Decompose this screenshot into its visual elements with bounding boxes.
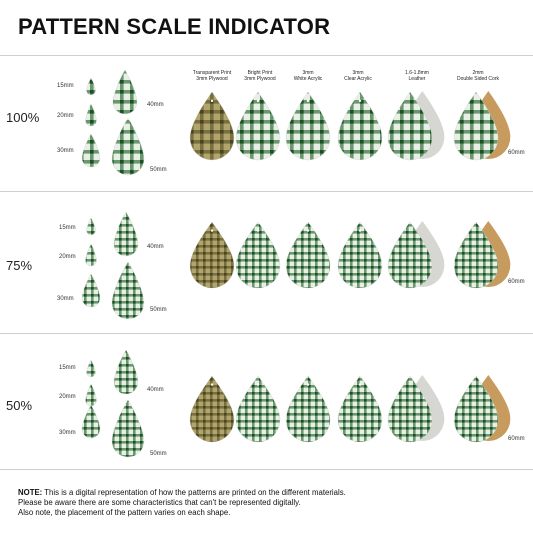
drop-white-acrylic-hole (306, 229, 310, 232)
size-sample-drop (81, 273, 101, 308)
size-sample-drop (113, 211, 139, 257)
size-label-40mm: 40mm (147, 387, 164, 393)
drop-leather (387, 91, 433, 161)
size-label-60mm: 60mm (508, 279, 525, 285)
size-label-50mm: 50mm (150, 451, 167, 457)
drop-cork (453, 91, 499, 161)
material-label-clear-acrylic: 3mm Clear Acrylic (344, 70, 372, 82)
size-sample-drop (111, 261, 145, 320)
drop-transparent-plywood-hole (210, 229, 214, 232)
material-label-leather: 1.6-1.8mm Leather (405, 70, 429, 82)
drop-bright-plywood (235, 91, 281, 161)
row-divider-top (0, 55, 533, 56)
size-label-30mm: 30mm (59, 430, 76, 436)
scale-label-100: 100% (6, 110, 40, 125)
size-sample-drop (85, 103, 97, 127)
drop-transparent-plywood-hole (210, 99, 214, 103)
note-line-1: This is a digital representation of how … (44, 488, 346, 497)
size-sample-drop (81, 133, 101, 168)
size-sample-drop (112, 69, 138, 115)
size-sample-drop (86, 359, 96, 378)
drop-clear-acrylic-hole (358, 229, 362, 232)
drop-white-acrylic-hole (306, 99, 310, 103)
drop-bright-plywood-hole (256, 383, 260, 386)
drop-clear-acrylic-hole (358, 383, 362, 386)
drop-bright-plywood-hole (256, 99, 260, 103)
drop-white-acrylic (285, 91, 331, 161)
drop-clear-acrylic-hole (358, 99, 362, 103)
size-sample-drop (85, 243, 97, 267)
drop-clear-acrylic (337, 221, 383, 289)
row-divider-2 (0, 333, 533, 334)
row-divider-1 (0, 191, 533, 192)
page-title: PATTERN SCALE INDICATOR (18, 14, 331, 39)
material-label-white-acrylic: 3mm White Acrylic (293, 70, 323, 82)
drop-leather (387, 221, 433, 289)
size-label-60mm: 60mm (508, 150, 525, 156)
size-label-15mm: 15mm (59, 365, 76, 371)
size-sample-drop (85, 383, 97, 407)
size-sample-drop (86, 77, 96, 96)
note-text: NOTE: This is a digital representation o… (18, 488, 523, 518)
drop-leather (387, 375, 433, 443)
drop-cork (453, 221, 499, 289)
drop-cork (453, 375, 499, 443)
row-divider-bottom (0, 469, 533, 470)
note-label: NOTE: (18, 488, 43, 497)
drop-transparent-plywood-hole (210, 383, 214, 386)
drop-white-acrylic (285, 221, 331, 289)
drop-transparent-plywood (189, 221, 235, 289)
size-sample-drop (111, 117, 145, 176)
drop-bright-plywood-hole (256, 229, 260, 232)
drop-bright-plywood (235, 375, 281, 443)
size-label-15mm: 15mm (57, 83, 74, 89)
size-sample-drop (86, 217, 96, 236)
size-sample-drop (113, 349, 139, 395)
drop-transparent-plywood (189, 375, 235, 443)
scale-label-50: 50% (6, 398, 33, 413)
scale-label-75: 75% (6, 258, 33, 273)
size-label-30mm: 30mm (57, 296, 74, 302)
note-line-2: Please be aware there are some character… (18, 498, 301, 507)
size-label-60mm: 60mm (508, 436, 525, 442)
size-label-15mm: 15mm (59, 225, 76, 231)
size-label-50mm: 50mm (150, 167, 167, 173)
drop-clear-acrylic (337, 91, 383, 161)
size-label-40mm: 40mm (147, 102, 164, 108)
material-label-bright-plywood: Bright Print 3mm Plywood (244, 70, 276, 82)
size-label-30mm: 30mm (57, 148, 74, 154)
drop-clear-acrylic (337, 375, 383, 443)
drop-bright-plywood (235, 221, 281, 289)
size-label-20mm: 20mm (59, 394, 76, 400)
size-label-20mm: 20mm (57, 113, 74, 119)
material-label-transparent-plywood: Transparent Print 3mm Plywood (192, 70, 232, 82)
note-line-3: Also note, the placement of the pattern … (18, 508, 231, 517)
size-sample-drop (111, 399, 145, 458)
size-label-40mm: 40mm (147, 244, 164, 250)
drop-white-acrylic-hole (306, 383, 310, 386)
drop-transparent-plywood (189, 91, 235, 161)
drop-white-acrylic (285, 375, 331, 443)
size-label-50mm: 50mm (150, 307, 167, 313)
material-label-cork: 2mm Double Sided Cork (457, 70, 499, 82)
size-sample-drop (81, 404, 101, 439)
size-label-20mm: 20mm (59, 254, 76, 260)
